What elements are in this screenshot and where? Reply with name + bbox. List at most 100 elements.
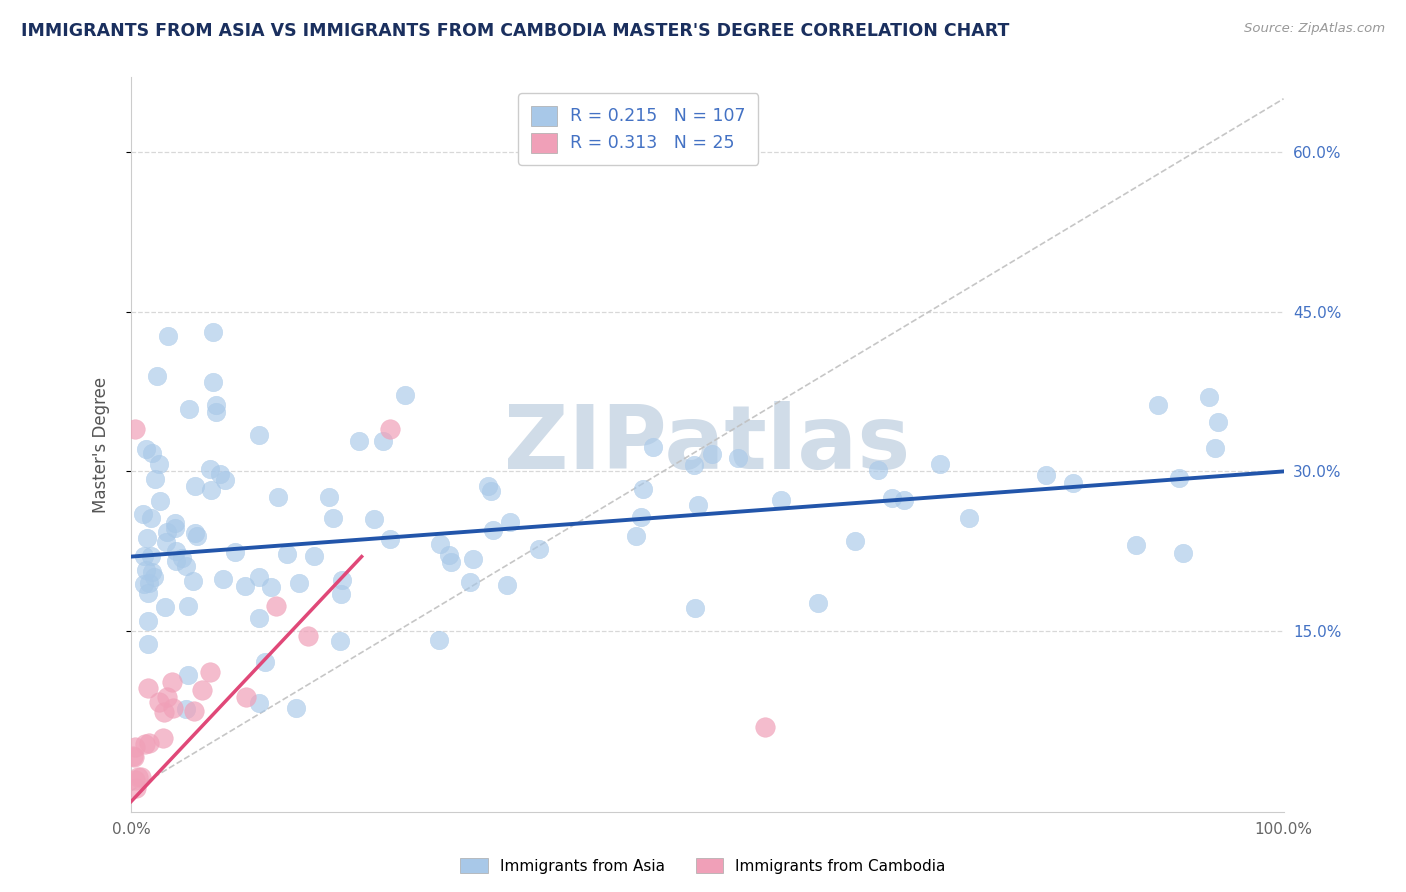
Point [177, 668, 200, 682]
Point [186, 529, 208, 543]
Point [191, 682, 214, 697]
Point [124, 739, 146, 754]
Point [683, 458, 706, 473]
Point [1146, 399, 1168, 413]
Point [132, 508, 155, 522]
Point [152, 731, 174, 745]
Point [177, 599, 200, 613]
Point [138, 736, 160, 750]
Point [322, 511, 344, 525]
Point [214, 473, 236, 487]
Point [143, 570, 166, 584]
Point [770, 493, 793, 508]
Point [129, 770, 152, 784]
Point [148, 695, 170, 709]
Point [184, 478, 207, 492]
Point [132, 577, 155, 591]
Point [205, 405, 228, 419]
Point [124, 422, 146, 436]
Point [880, 491, 903, 505]
Point [285, 701, 308, 715]
Point [181, 574, 204, 589]
Point [139, 549, 162, 563]
Point [136, 614, 159, 628]
Point [458, 574, 481, 589]
Text: IMMIGRANTS FROM ASIA VS IMMIGRANTS FROM CAMBODIA MASTER'S DEGREE CORRELATION CHA: IMMIGRANTS FROM ASIA VS IMMIGRANTS FROM … [21, 22, 1010, 40]
Point [127, 770, 149, 784]
Point [437, 548, 460, 562]
Point [174, 702, 197, 716]
Point [138, 586, 160, 600]
Point [893, 492, 915, 507]
Point [461, 551, 484, 566]
Point [288, 575, 311, 590]
Point [302, 549, 325, 564]
Point [329, 587, 352, 601]
Text: ZIPatlas: ZIPatlas [505, 401, 911, 488]
Point [160, 675, 183, 690]
Point [122, 748, 145, 763]
Point [957, 511, 980, 525]
Point [200, 483, 222, 497]
Point [479, 484, 502, 499]
Point [624, 528, 647, 542]
Point [429, 537, 451, 551]
Point [260, 580, 283, 594]
Point [439, 555, 461, 569]
Point [156, 690, 179, 705]
Point [1198, 390, 1220, 404]
Point [122, 750, 145, 764]
Point [373, 434, 395, 448]
Point [249, 569, 271, 583]
Y-axis label: Master's Degree: Master's Degree [93, 376, 110, 513]
Point [499, 515, 522, 529]
Point [141, 446, 163, 460]
Point [202, 325, 225, 339]
Point [209, 467, 232, 481]
Point [247, 611, 270, 625]
Point [329, 633, 352, 648]
Point [630, 509, 652, 524]
Point [266, 599, 288, 614]
Point [807, 596, 830, 610]
Point [347, 434, 370, 448]
Point [146, 369, 169, 384]
Point [143, 472, 166, 486]
Point [165, 554, 187, 568]
Point [201, 375, 224, 389]
Point [686, 498, 709, 512]
Legend: R = 0.215   N = 107, R = 0.313   N = 25: R = 0.215 N = 107, R = 0.313 N = 25 [519, 94, 758, 165]
Point [1168, 470, 1191, 484]
Point [165, 516, 187, 530]
Point [496, 578, 519, 592]
Point [153, 705, 176, 719]
Point [183, 704, 205, 718]
Point [138, 637, 160, 651]
Point [318, 490, 340, 504]
Point [754, 720, 776, 734]
Point [482, 523, 505, 537]
Point [1173, 546, 1195, 560]
Point [394, 388, 416, 402]
Point [138, 576, 160, 591]
Point [155, 534, 177, 549]
Point [233, 578, 256, 592]
Point [378, 532, 401, 546]
Point [1062, 476, 1084, 491]
Point [125, 780, 148, 795]
Point [174, 558, 197, 573]
Point [844, 534, 866, 549]
Point [477, 479, 499, 493]
Point [183, 525, 205, 540]
Point [247, 696, 270, 710]
Legend: Immigrants from Asia, Immigrants from Cambodia: Immigrants from Asia, Immigrants from Ca… [454, 852, 952, 880]
Point [198, 665, 221, 680]
Point [427, 632, 450, 647]
Point [136, 531, 159, 545]
Point [683, 600, 706, 615]
Point [135, 563, 157, 577]
Point [198, 462, 221, 476]
Point [266, 491, 288, 505]
Point [139, 511, 162, 525]
Point [135, 442, 157, 456]
